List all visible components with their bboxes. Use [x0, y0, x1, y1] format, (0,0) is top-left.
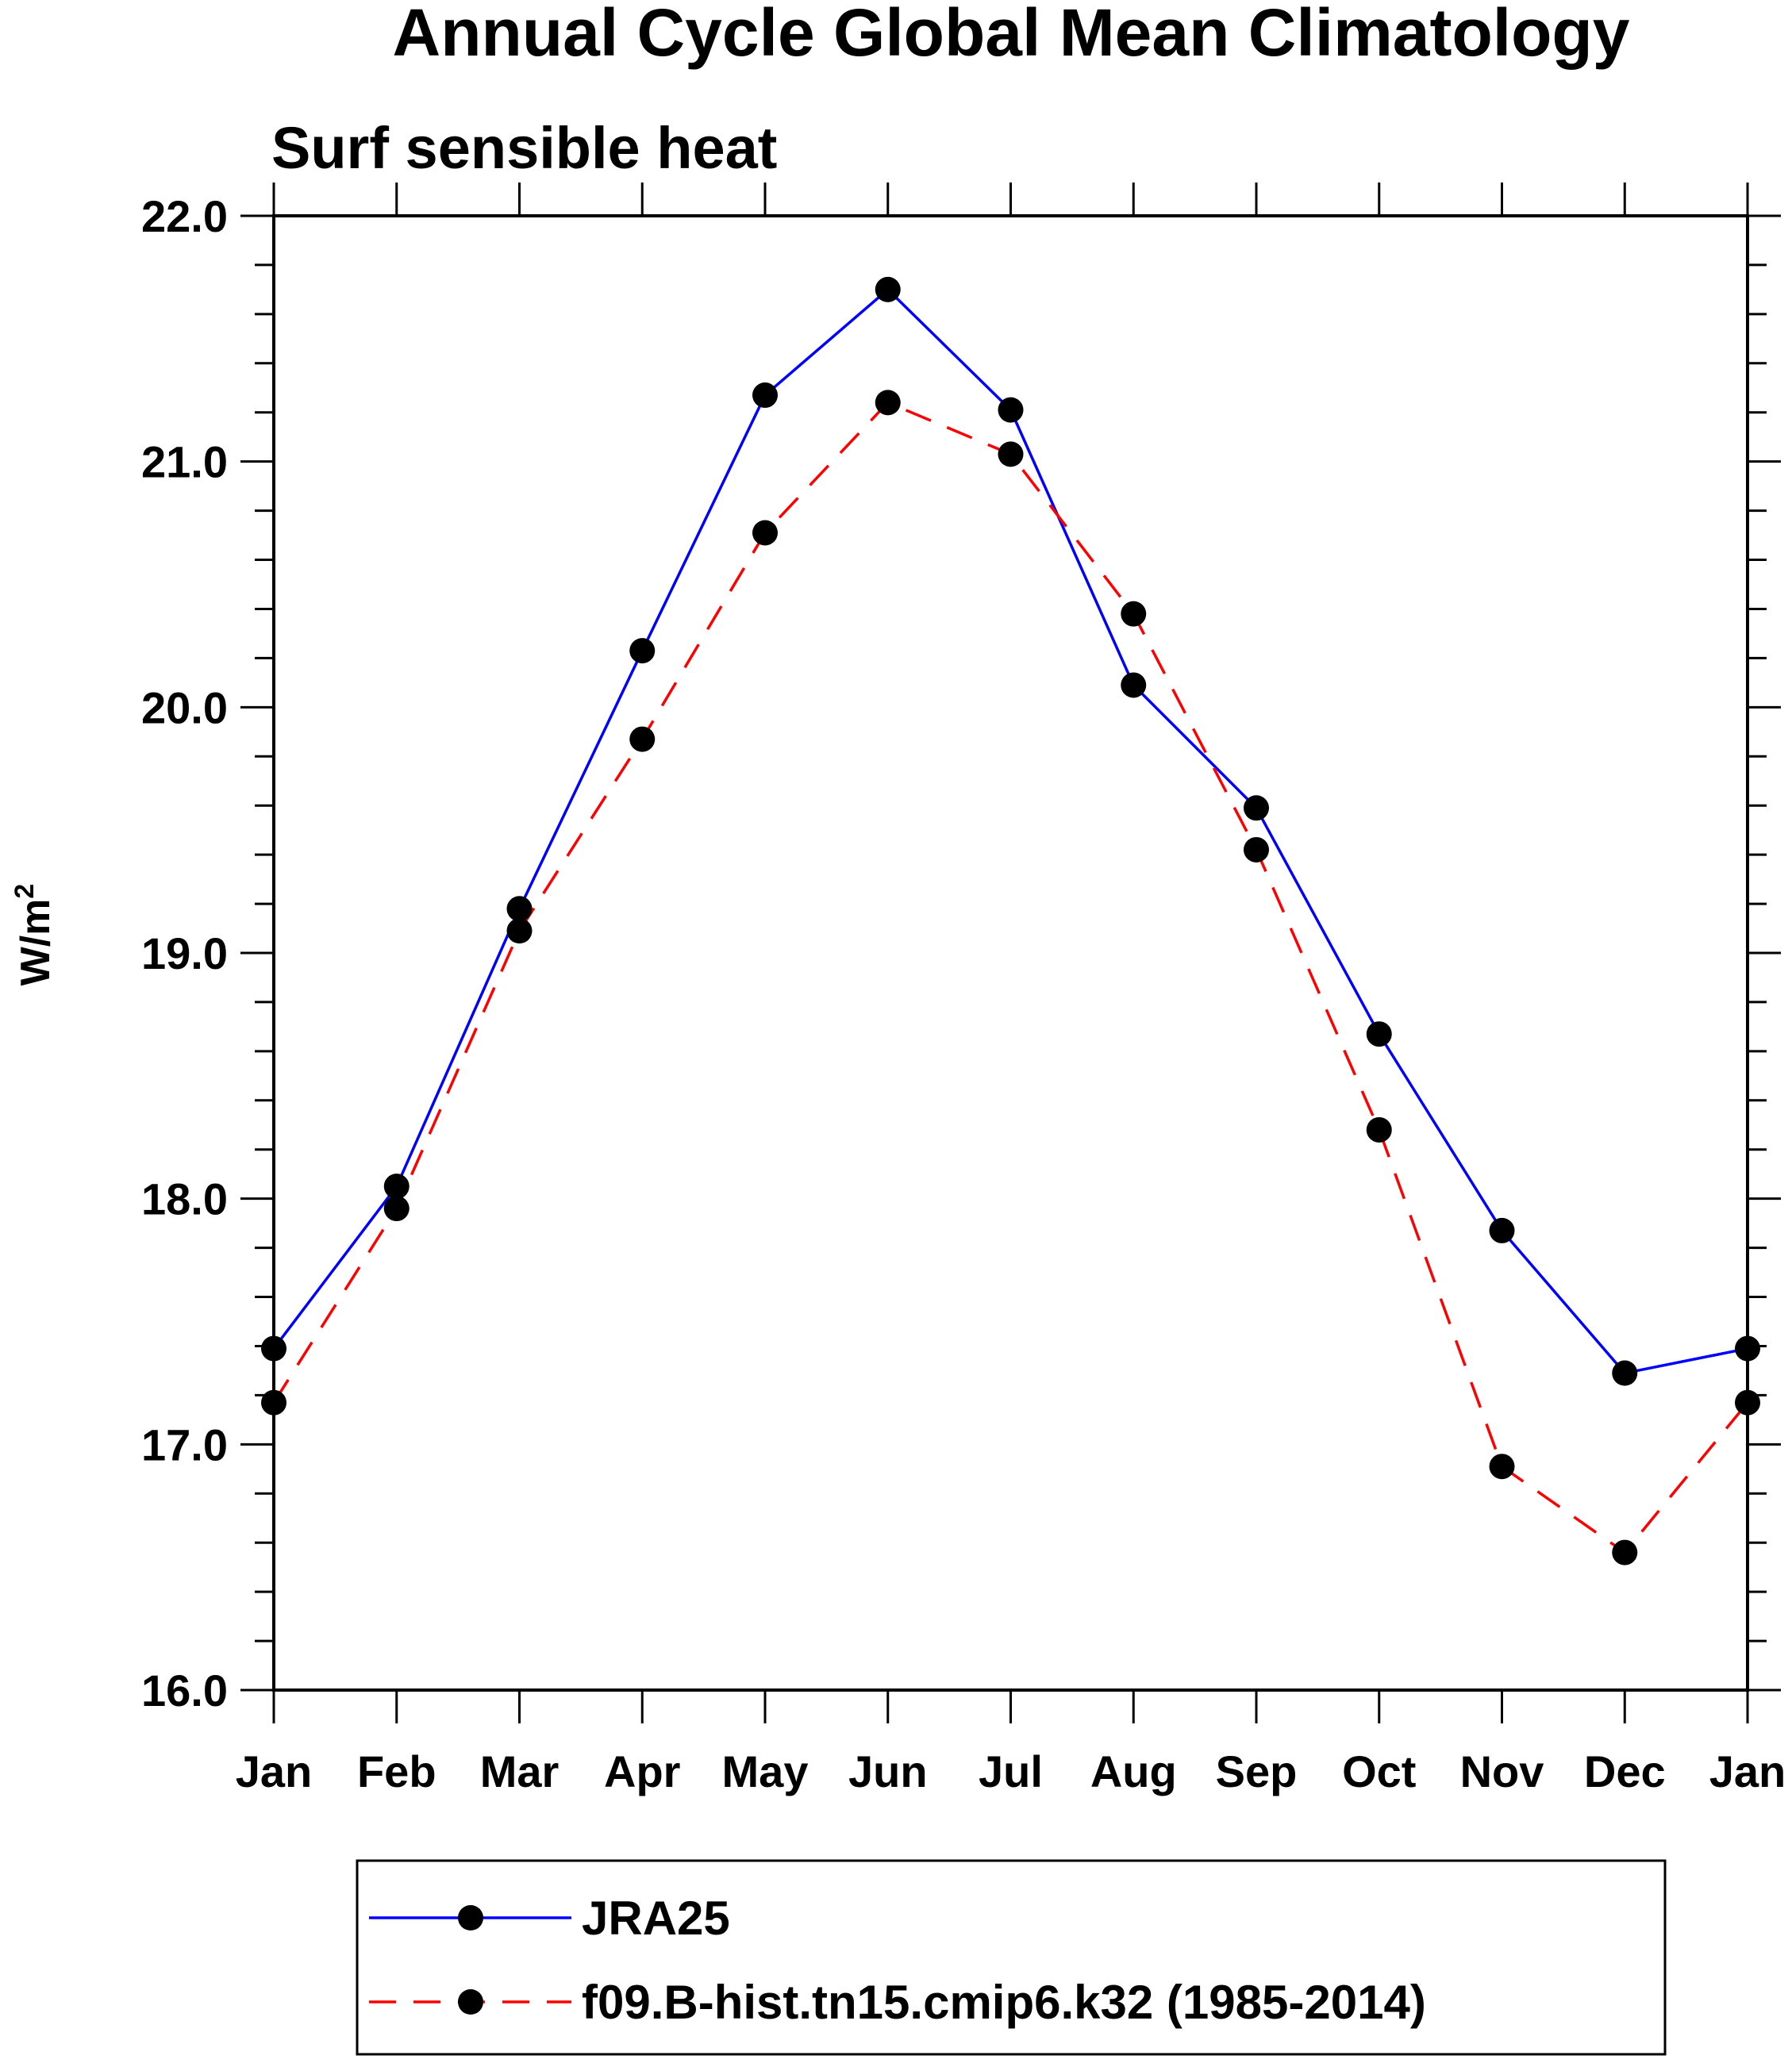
legend-items: JRA25 f09.B-hist.tn15.cmip6.k32 (1985-201… [369, 1892, 1426, 2029]
series-markers [261, 276, 1760, 1565]
data-point-series-2 [1489, 1454, 1515, 1480]
x-tick-label: Apr [604, 1746, 680, 1796]
chart-title: Annual Cycle Global Mean Climatology [393, 0, 1630, 70]
data-point-series-1 [629, 638, 656, 664]
data-point-series-2 [875, 390, 901, 416]
x-tick-label: Nov [1460, 1746, 1544, 1796]
data-point-series-1 [1121, 672, 1147, 698]
legend-marker-2 [458, 1989, 483, 2015]
legend-label-2: f09.B-hist.tn15.cmip6.k32 (1985-2014) [582, 1976, 1426, 2029]
y-axis-label: W/m2 [10, 884, 59, 986]
y-axis-label-text: W/m [13, 899, 59, 986]
data-point-series-1 [383, 1174, 410, 1200]
y-axis-label-superscript: 2 [10, 884, 40, 899]
data-point-series-1 [1244, 795, 1269, 821]
data-point-series-2 [1366, 1116, 1392, 1143]
data-point-series-1 [1489, 1217, 1515, 1243]
data-point-series-1 [998, 397, 1024, 423]
data-point-series-2 [629, 726, 656, 752]
data-point-series-2 [1121, 601, 1147, 627]
chart-subtitle: Surf sensible heat [271, 115, 777, 181]
data-point-series-2 [752, 520, 778, 546]
data-point-series-2 [383, 1196, 410, 1222]
y-tick-label: 16.0 [141, 1665, 228, 1715]
x-tick-label: Aug [1090, 1746, 1177, 1796]
y-tick-labels: 16.0 17.0 18.0 19.0 20.0 21.0 22.0 [141, 191, 228, 1715]
y-tick-label: 20.0 [141, 682, 228, 732]
data-point-series-2 [998, 441, 1024, 467]
x-tick-label: May [722, 1746, 809, 1796]
legend-box [356, 1859, 1667, 2056]
y-tick-label: 19.0 [141, 928, 228, 978]
data-point-series-1 [875, 276, 901, 302]
x-tick-labels: Jan Feb Mar Apr May Jun Jul Aug Sep Oct Nov Dec Jan [236, 1746, 1786, 1796]
plot-frame [272, 214, 1749, 1692]
x-tick-label: Mar [480, 1746, 560, 1796]
data-point-series-1 [506, 896, 533, 922]
legend-marker-1 [458, 1905, 483, 1930]
series-line-2 [272, 401, 1749, 1554]
data-point-series-1 [752, 382, 778, 409]
data-point-series-1 [1612, 1360, 1638, 1386]
y-tick-label: 17.0 [141, 1420, 228, 1469]
y-tick-label: 18.0 [141, 1174, 228, 1224]
data-point-series-2 [1612, 1539, 1638, 1565]
x-tick-label: Jul [979, 1746, 1043, 1796]
data-point-series-2 [1244, 836, 1269, 862]
x-tick-label: Jan [236, 1746, 313, 1796]
x-tick-label: Jun [848, 1746, 928, 1796]
x-tick-label: Dec [1584, 1746, 1666, 1796]
data-point-series-1 [1366, 1021, 1392, 1047]
legend: JRA25 f09.B-hist.tn15.cmip6.k32 (1985-201… [356, 1859, 1667, 2056]
x-tick-label: Jan [1709, 1746, 1786, 1796]
data-point-series-2 [506, 918, 533, 944]
x-tick-label: Feb [357, 1746, 436, 1796]
x-tick-label: Oct [1342, 1746, 1416, 1796]
series-lines [272, 288, 1749, 1554]
x-tick-label: Sep [1216, 1746, 1298, 1796]
legend-label-1: JRA25 [582, 1892, 730, 1945]
y-tick-label: 22.0 [141, 191, 228, 241]
y-tick-label: 21.0 [141, 437, 228, 487]
